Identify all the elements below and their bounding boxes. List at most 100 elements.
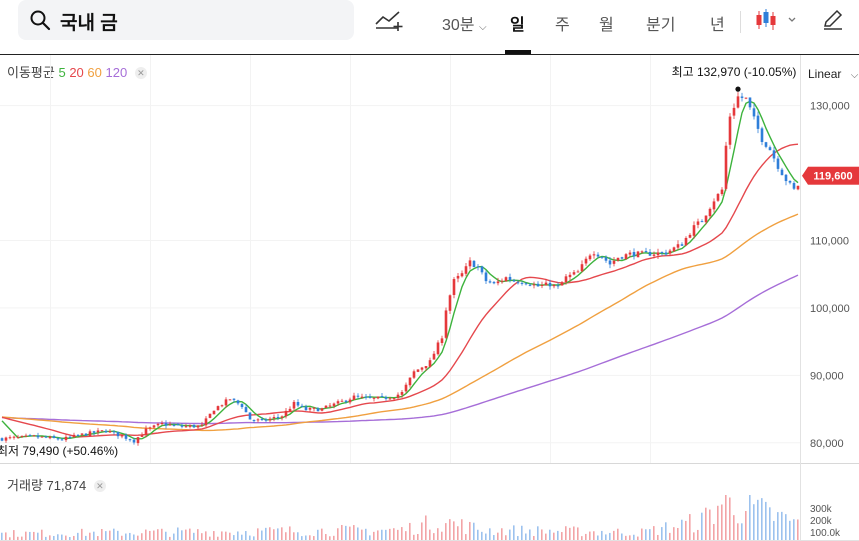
candle-body — [404, 384, 408, 392]
candle-body — [136, 437, 140, 444]
volume-bar — [729, 497, 731, 540]
candle-body — [40, 436, 44, 438]
candle-body — [72, 434, 76, 438]
tab-day[interactable]: 일 — [510, 17, 525, 34]
ma120-line — [1, 274, 799, 425]
volume-bar — [41, 529, 43, 540]
volume-legend: 거래량 71,874 ✕ — [7, 475, 106, 494]
volume-bar — [329, 536, 331, 540]
volume-bar — [269, 527, 271, 540]
volume-bar — [353, 525, 355, 540]
candle-body — [48, 436, 52, 439]
volume-bar — [61, 534, 63, 540]
candle-body — [792, 183, 796, 189]
volume-bar — [645, 529, 647, 540]
volume-bar — [325, 534, 327, 540]
ma20-line — [1, 143, 799, 438]
candle-body — [352, 395, 356, 400]
volume-bar — [785, 514, 787, 540]
candle-body — [288, 408, 292, 412]
volume-bar — [365, 528, 367, 540]
search-icon — [30, 10, 51, 31]
volume-bar — [533, 535, 535, 540]
pencil-icon[interactable] — [821, 8, 845, 32]
volume-bar — [121, 535, 123, 540]
candle-body — [412, 371, 416, 378]
close-icon[interactable]: ✕ — [134, 67, 147, 79]
search-box[interactable]: 국내 금 — [18, 0, 354, 40]
candle-body — [340, 400, 344, 402]
volume-bar — [321, 528, 323, 540]
tab-month[interactable]: 월 — [599, 17, 614, 34]
volume-bar — [521, 525, 523, 540]
candle-body — [248, 412, 252, 420]
volume-bar — [249, 535, 251, 540]
volume-bar — [369, 535, 371, 540]
candle-body — [200, 424, 204, 426]
volume-bar — [169, 536, 171, 540]
candle-body — [728, 116, 732, 145]
candle-body — [384, 397, 388, 399]
candle-body — [252, 420, 256, 422]
search-query[interactable]: 국내 금 — [60, 13, 118, 34]
candle-body — [472, 260, 476, 268]
candle-body — [124, 434, 128, 439]
candle-body — [256, 419, 260, 421]
candle-body — [708, 208, 712, 217]
candle-body — [268, 418, 272, 421]
volume-bar — [161, 528, 163, 540]
candlestick-type-icon[interactable] — [755, 8, 799, 32]
candle-body — [756, 115, 760, 129]
volume-bar — [441, 531, 443, 540]
candle-body — [440, 338, 444, 344]
candle-body — [156, 423, 160, 426]
candle-body — [332, 403, 336, 407]
add-indicator-icon[interactable] — [374, 8, 406, 32]
volume-bar — [477, 529, 479, 540]
volume-bar — [429, 529, 431, 540]
scale-toggle[interactable]: Linear ⌵ — [808, 67, 858, 81]
volume-bar — [793, 519, 795, 540]
volume-bar — [637, 536, 639, 540]
volume-bar — [553, 532, 555, 540]
tab-week[interactable]: 주 — [555, 17, 570, 34]
candle-body — [400, 392, 404, 395]
candle-body — [236, 400, 240, 404]
volume-legend-title: 거래량 — [7, 478, 43, 493]
candle-body — [176, 424, 180, 426]
candle-body — [44, 436, 48, 438]
tab-year[interactable]: 년 — [710, 17, 725, 34]
volume-bar — [221, 531, 223, 540]
volume-bar — [209, 536, 211, 540]
candle-body — [272, 417, 276, 419]
volume-bar — [573, 526, 575, 540]
candle-body — [616, 257, 620, 261]
volume-bar — [685, 520, 687, 540]
ma5-line — [1, 100, 799, 440]
candle-body — [4, 437, 8, 441]
interval-dropdown[interactable]: 30분 ⌵ — [442, 11, 487, 35]
volume-bar — [81, 528, 83, 540]
volume-bar — [669, 532, 671, 540]
volume-bar — [373, 531, 375, 540]
chevron-down-icon: ⌵ — [478, 22, 487, 33]
volume-bar — [497, 532, 499, 540]
candle-body — [668, 250, 672, 254]
tab-quarter[interactable]: 분기 — [646, 17, 676, 34]
volume-bar — [481, 531, 483, 540]
candle-body — [132, 439, 136, 443]
candle-body — [796, 185, 800, 190]
candle-body — [636, 251, 640, 258]
volume-bar — [629, 535, 631, 540]
low-annotation: 최저 79,490 (+50.46%) — [0, 444, 118, 458]
candle-body — [428, 360, 432, 367]
volume-bar — [761, 498, 763, 540]
close-icon[interactable]: ✕ — [93, 480, 106, 492]
candle-body — [584, 258, 588, 264]
candle-body — [524, 283, 528, 285]
candle-body — [652, 254, 656, 256]
volume-bar — [745, 510, 747, 540]
candle-body — [432, 353, 436, 360]
candle-body — [164, 423, 168, 426]
